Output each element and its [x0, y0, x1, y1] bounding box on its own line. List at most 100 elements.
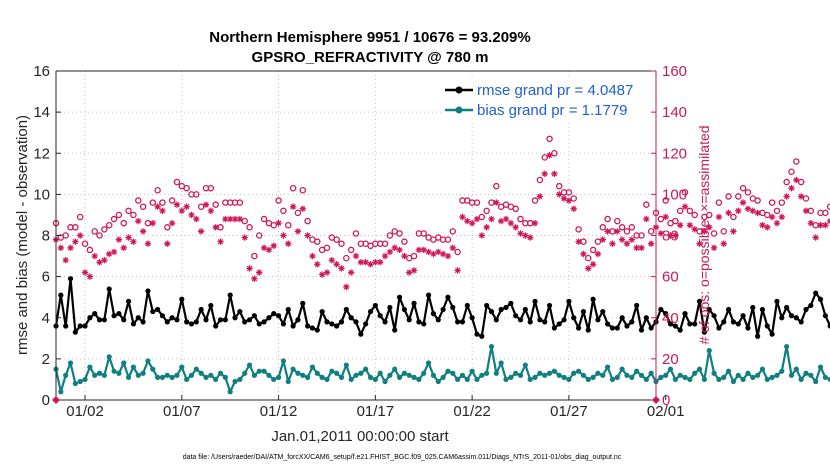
legend-rmse-label: rmse grand pr = 4.0487 [477, 82, 633, 99]
obs-possible-point [236, 199, 244, 206]
bias-point [237, 376, 243, 383]
rmse-point [759, 306, 766, 313]
obs-possible-point [589, 246, 597, 254]
bias-point [440, 374, 446, 380]
bias-point [164, 372, 170, 378]
rmse-point [150, 308, 156, 315]
obs-assimilated-point [280, 232, 287, 239]
bias-point [116, 370, 122, 376]
obs-assimilated-point [483, 224, 490, 231]
rmse-point [121, 317, 127, 323]
obs-assimilated-point [512, 224, 519, 231]
obs-assimilated-point [764, 224, 771, 231]
rmse-point [135, 315, 141, 321]
x-tick-label: 01/07 [163, 403, 201, 420]
bias-point [203, 374, 209, 380]
bias-point [808, 372, 814, 378]
obs-assimilated-point [754, 209, 761, 217]
obs-assimilated-point [686, 222, 694, 229]
y-tick-label-left: 4 [42, 310, 50, 327]
obs-possible-point [168, 197, 176, 204]
obs-possible-point [275, 197, 282, 204]
obs-possible-point [96, 232, 103, 239]
bias-point [638, 372, 645, 378]
rmse-point [542, 319, 548, 325]
rmse-point [309, 325, 316, 331]
obs-possible-point [720, 228, 727, 235]
bias-point [730, 378, 737, 385]
bias-point [285, 378, 291, 385]
bias-point [624, 372, 630, 378]
obs-possible-point [110, 215, 118, 223]
rmse-point [813, 290, 819, 296]
obs-assimilated-point [797, 193, 805, 200]
obs-assimilated-point [570, 205, 577, 212]
rmse-point [280, 321, 287, 327]
rmse-point [411, 300, 417, 306]
obs-possible-point [575, 226, 582, 233]
obs-assimilated-point [439, 250, 447, 258]
bias-point [537, 370, 543, 376]
bias-point [193, 366, 199, 372]
obs-assimilated-point [314, 261, 321, 268]
bias-point [706, 348, 712, 354]
bias-point [663, 372, 669, 378]
axis-marker-left [52, 396, 60, 404]
bias-point [648, 370, 654, 376]
bias-point [251, 372, 257, 378]
obs-assimilated-point [589, 261, 597, 268]
obs-possible-point [614, 217, 621, 225]
obs-possible-point [338, 240, 345, 247]
obs-possible-point [788, 168, 795, 176]
obs-assimilated-point [135, 217, 142, 225]
obs-assimilated-point [168, 219, 176, 227]
rmse-point [319, 308, 325, 315]
legend-box [441, 78, 651, 120]
obs-possible-point [212, 201, 219, 208]
obs-possible-point [72, 224, 79, 231]
rmse-point [522, 306, 528, 313]
obs-assimilated-point [406, 269, 413, 276]
obs-assimilated-point [304, 232, 311, 239]
obs-possible-point [444, 236, 452, 243]
bias-point [217, 370, 224, 376]
rmse-point [72, 329, 78, 335]
rmse-point [242, 319, 248, 325]
x-tick-label: 01/02 [66, 403, 104, 420]
bias-point [575, 368, 582, 374]
obs-possible-point [643, 201, 650, 208]
bias-point [585, 376, 591, 383]
bias-point [658, 374, 664, 380]
rmse-point [571, 315, 577, 321]
bias-point [600, 372, 606, 378]
obs-possible-point [531, 197, 539, 204]
obs-possible-point [628, 224, 636, 231]
obs-assimilated-point [246, 265, 253, 272]
obs-possible-point [294, 209, 302, 217]
rmse-point [203, 317, 209, 323]
obs-possible-point [105, 221, 113, 229]
bias-point [643, 376, 649, 383]
rmse-point [672, 323, 678, 329]
obs-assimilated-point [270, 242, 277, 249]
bias-point [401, 370, 407, 376]
rmse-point [338, 319, 345, 325]
bias-point [793, 366, 799, 372]
rmse-point [401, 306, 407, 313]
obs-possible-point [739, 184, 747, 192]
rmse-point [677, 327, 683, 333]
bias-point [716, 376, 722, 383]
bias-point [96, 370, 103, 376]
bias-point [725, 368, 732, 374]
rmse-point [624, 323, 630, 329]
bias-point [106, 354, 112, 360]
obs-possible-point [793, 158, 800, 165]
obs-assimilated-point [86, 273, 94, 280]
obs-assimilated-point [725, 209, 732, 217]
bias-point [745, 370, 751, 376]
rmse-point [585, 327, 591, 333]
rmse-point [803, 306, 809, 313]
obs-assimilated-point [139, 228, 147, 235]
obs-possible-point [618, 224, 626, 231]
y-tick-label-left: 6 [42, 269, 50, 286]
